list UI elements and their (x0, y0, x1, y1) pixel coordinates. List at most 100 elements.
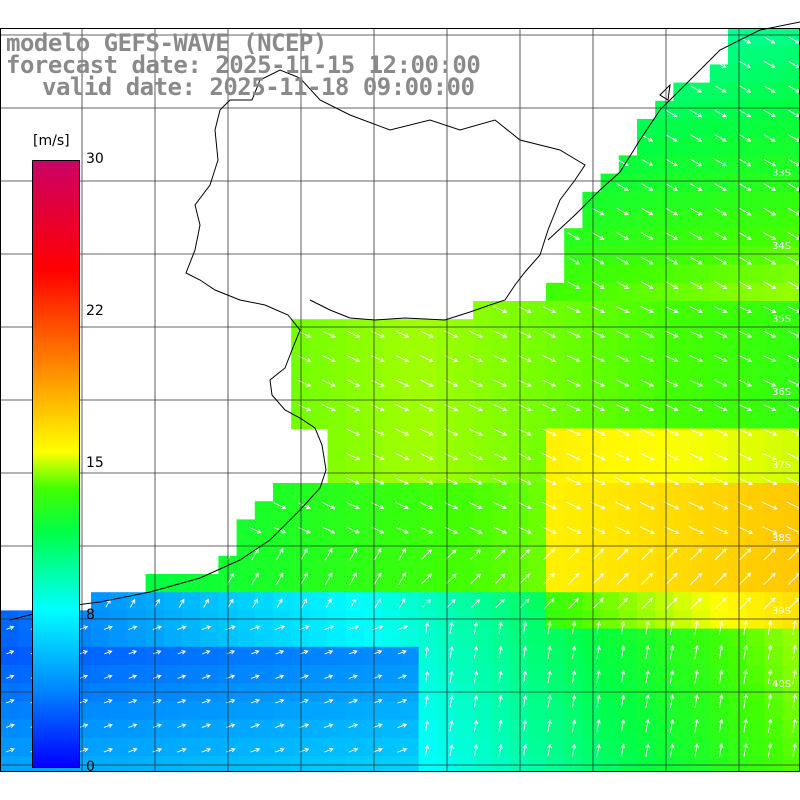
wind-arrow (373, 674, 383, 679)
wind-speed-cell (728, 737, 747, 757)
wind-speed-cell (637, 665, 656, 684)
wind-speed-cell (728, 574, 747, 593)
wind-arrow (322, 502, 336, 510)
latitude-label: 35S (772, 314, 791, 325)
wind-speed-cell (382, 337, 401, 357)
wind-arrow (348, 723, 359, 729)
wind-speed-cell (655, 555, 674, 575)
wind-arrow (321, 330, 336, 338)
wind-arrow (419, 404, 434, 412)
wind-speed-cell (455, 337, 474, 357)
wind-speed-cell (436, 464, 456, 484)
wind-speed-cell (673, 319, 693, 338)
wind-speed-cell (254, 519, 274, 539)
wind-speed-cell (764, 392, 784, 411)
wind-arrow (419, 355, 434, 363)
wind-speed-cell (491, 483, 511, 502)
wind-speed-cell (746, 373, 765, 393)
wind-speed-cell (400, 337, 420, 357)
wind-arrow (473, 645, 479, 659)
wind-speed-cell (436, 610, 456, 630)
wind-arrow (498, 743, 503, 757)
wind-speed-cell (782, 301, 800, 320)
wind-speed-cell (509, 555, 529, 575)
wind-speed-cell (200, 719, 219, 739)
wind-speed-cell (691, 592, 711, 611)
wind-speed-cell (473, 737, 492, 757)
wind-speed-cell (527, 610, 547, 630)
wind-arrow (763, 330, 777, 338)
wind-speed-cell (582, 337, 602, 357)
wind-speed-cell (655, 737, 674, 757)
wind-speed-cell (637, 137, 656, 156)
wind-speed-cell (509, 574, 529, 593)
wind-speed-cell (600, 210, 620, 229)
wind-arrow (566, 306, 581, 314)
wind-arrow (715, 61, 727, 68)
wind-speed-cell (309, 756, 329, 772)
wind-speed-cell (746, 246, 765, 266)
wind-speed-cell (509, 301, 529, 320)
wind-arrow (323, 625, 335, 631)
wind-speed-cell (418, 446, 438, 466)
wind-speed-cell (600, 574, 620, 593)
wind-speed-cell (509, 373, 529, 393)
wind-arrow (762, 477, 778, 486)
wind-arrow (620, 743, 626, 757)
wind-arrow (645, 645, 650, 660)
wind-speed-cell (546, 319, 565, 338)
wind-arrow (792, 718, 797, 733)
wind-speed-cell (673, 628, 693, 648)
wind-arrow (763, 256, 777, 265)
wind-speed-cell (382, 719, 401, 739)
wind-arrow (718, 620, 724, 635)
wind-speed-cell (273, 683, 292, 702)
wind-arrow (787, 355, 800, 363)
wind-speed-cell (236, 519, 256, 539)
wind-speed-cell (637, 210, 656, 229)
wind-speed-cell (400, 628, 420, 648)
wind-arrow (469, 477, 483, 485)
wind-speed-cell (746, 137, 765, 156)
wind-arrow (737, 501, 754, 510)
wind-arrow (177, 747, 187, 753)
wind-speed-cell (655, 246, 674, 266)
wind-arrow (542, 404, 557, 412)
wind-speed-cell (418, 628, 438, 648)
wind-speed-cell (473, 665, 492, 684)
wind-speed-cell (491, 410, 511, 429)
wind-speed-cell (509, 483, 529, 502)
wind-speed-cell (673, 228, 693, 247)
wind-arrow (645, 743, 650, 757)
colorbar-unit: [m/s] (33, 133, 70, 149)
wind-arrow (566, 379, 581, 387)
wind-arrow (739, 158, 752, 167)
wind-arrow (346, 502, 360, 510)
wind-speed-cell (728, 555, 747, 575)
wind-speed-cell (746, 501, 765, 520)
wind-arrow (397, 674, 408, 679)
wind-speed-cell (637, 282, 656, 302)
wind-speed-cell (655, 446, 674, 466)
wind-speed-cell (691, 446, 711, 466)
wind-arrow (664, 428, 680, 436)
wind-speed-cell (655, 610, 674, 630)
wind-speed-cell (746, 756, 765, 772)
wind-speed-cell (764, 628, 784, 648)
wind-arrow (275, 572, 284, 585)
wind-arrow (498, 645, 503, 659)
wind-arrow (640, 404, 655, 412)
wind-speed-cell (400, 519, 420, 539)
wind-speed-cell (564, 701, 583, 721)
wind-arrow (616, 548, 629, 561)
wind-speed-cell (691, 100, 711, 120)
wind-arrow (324, 698, 334, 704)
wind-speed-cell (345, 665, 365, 684)
wind-arrow (689, 232, 703, 240)
wind-arrow (669, 694, 675, 709)
wind-speed-cell (764, 282, 784, 302)
wind-speed-cell (655, 392, 674, 411)
wind-speed-cell (546, 446, 565, 466)
wind-speed-cell (546, 574, 565, 593)
wind-arrow (739, 36, 751, 44)
